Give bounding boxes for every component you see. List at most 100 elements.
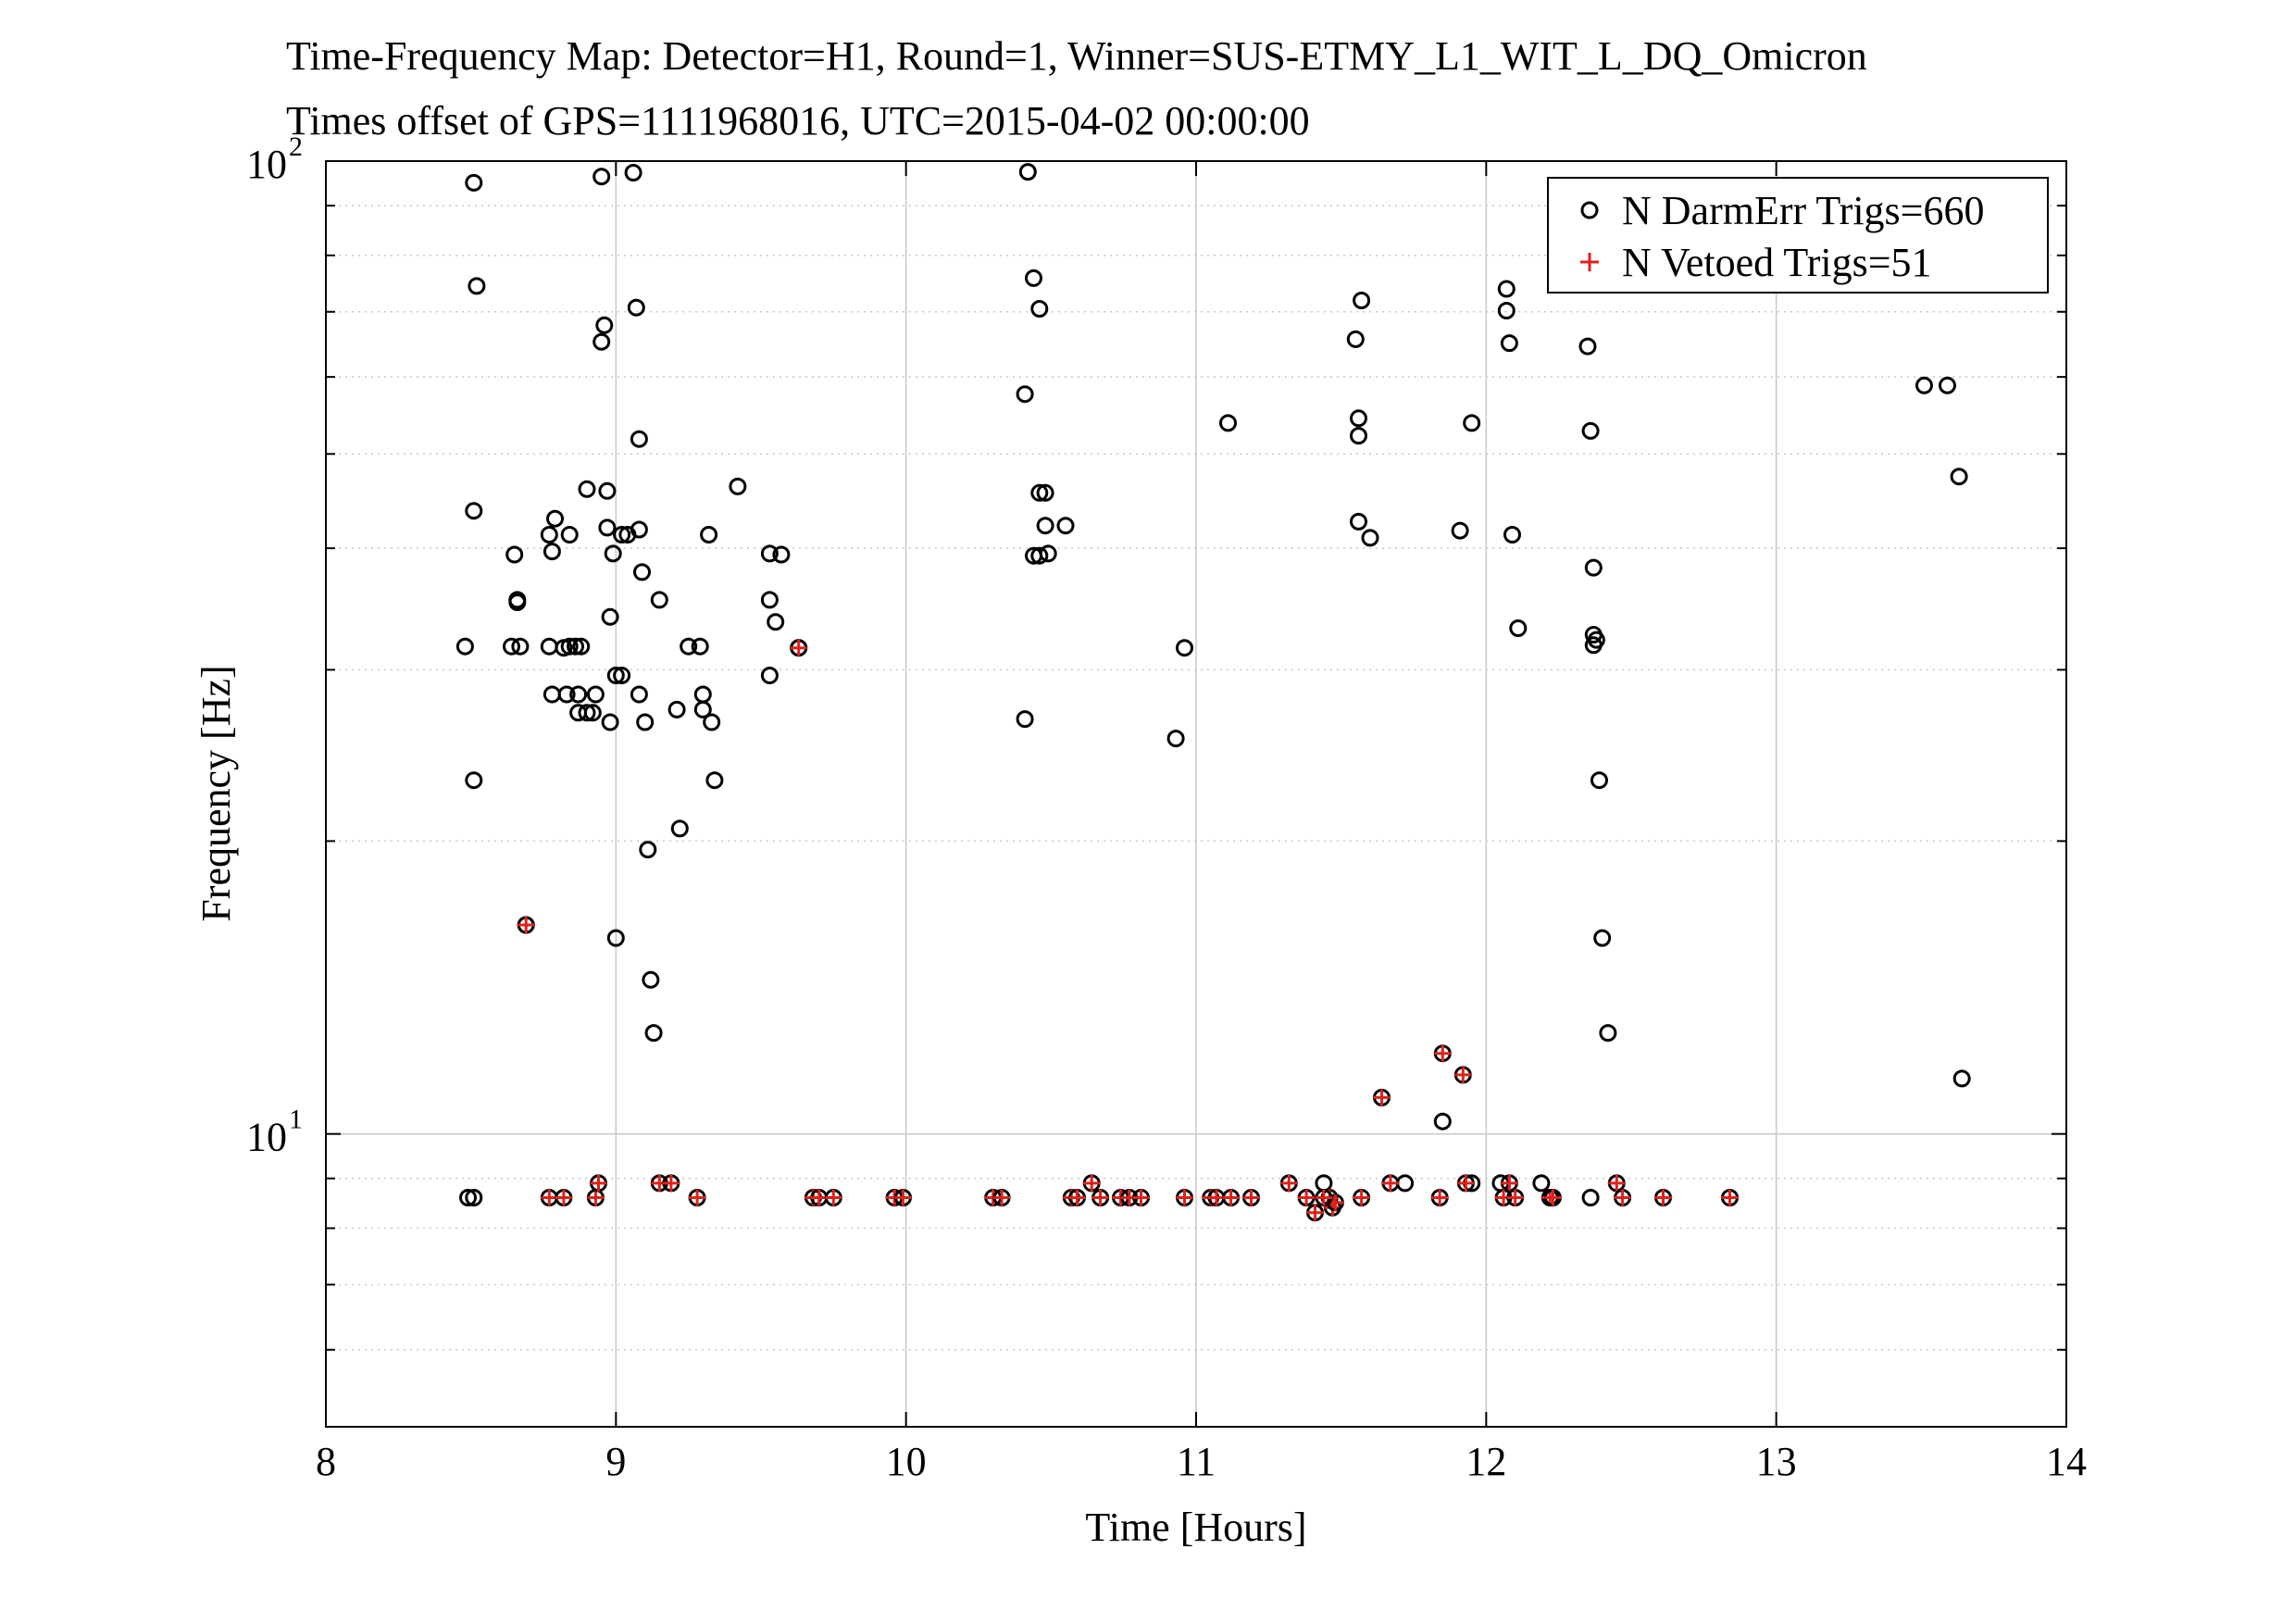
darm-trigger-point (1176, 639, 1193, 657)
darm-trigger-point (1036, 517, 1054, 535)
darm-trigger-point (606, 667, 625, 684)
darm-trigger-point (503, 637, 520, 656)
vetoed-trigger-point (517, 916, 535, 934)
darm-trigger-point (465, 173, 483, 192)
legend-darm-label: N DarmErr Trigs=660 (1622, 188, 1985, 233)
darm-trigger-point (455, 637, 474, 656)
darm-trigger-point (1590, 771, 1608, 790)
darm-trigger-point (1018, 163, 1037, 181)
vetoed-trigger-point (1297, 1189, 1316, 1206)
darm-trigger-point (1039, 544, 1057, 563)
darm-trigger-point (636, 713, 655, 731)
darm-trigger-point (557, 685, 576, 704)
darm-trigger-point (630, 520, 648, 539)
darm-trigger-point (543, 543, 561, 561)
darm-trigger-point (1036, 483, 1054, 502)
vetoed-trigger-point (590, 1174, 607, 1193)
darm-trigger-point (613, 526, 631, 543)
vetoed-trigger-point (688, 1189, 706, 1206)
darm-trigger-point (606, 929, 625, 947)
darm-trigger-point (595, 316, 614, 334)
darm-trigger-point (633, 563, 651, 581)
darm-trigger-point (667, 700, 686, 718)
darm-trigger-point (1219, 414, 1237, 432)
darm-trigger-point (700, 526, 718, 543)
darm-trigger-point (1915, 376, 1933, 394)
darm-trigger-point (1451, 521, 1469, 540)
darm-trigger-point (465, 771, 483, 790)
vetoed-trigger-point (1315, 1189, 1333, 1206)
x-axis: 8 9 10 11 12 13 14 (316, 161, 2087, 1484)
darm-trigger-point (598, 518, 617, 537)
vetoed-trigger-point (1500, 1174, 1518, 1193)
darm-trigger-point (1584, 636, 1603, 655)
darm-trigger-point (1030, 483, 1049, 502)
darm-trigger-point (1509, 619, 1528, 637)
darm-trigger-point (1584, 558, 1603, 577)
darm-trigger-point (1025, 269, 1042, 287)
vetoed-trigger-point (824, 1189, 842, 1206)
vetoed-trigger-point (1242, 1189, 1260, 1206)
darm-trigger-point (680, 637, 698, 656)
darm-trigger-point (505, 545, 524, 564)
darm-trigger-point (670, 819, 689, 838)
darm-trigger-point (1497, 302, 1515, 319)
vetoed-trigger-point (1279, 1174, 1298, 1193)
darm-trigger-point (560, 526, 579, 543)
darm-trigger-point (1500, 334, 1518, 353)
vetoed-trigger-point (1222, 1189, 1241, 1206)
x-tick-label: 8 (316, 1439, 336, 1484)
darm-trigger-point (630, 430, 648, 448)
darm-trigger-point (650, 591, 668, 609)
darm-trigger-point (642, 970, 660, 989)
vetoed-trigger-point (1453, 1066, 1472, 1084)
darm-trigger-point (1030, 300, 1049, 318)
vetoed-trigger-point (1091, 1189, 1110, 1206)
x-tick-label: 9 (605, 1439, 626, 1484)
vetoed-trigger-point (1654, 1189, 1672, 1206)
vetoed-trigger-point (1614, 1189, 1632, 1206)
darm-trigger-point (459, 1189, 477, 1206)
darm-trigger-point (1950, 468, 1968, 486)
chart-subtitle: Times offset of GPS=1111968016, UTC=2015… (286, 98, 1310, 144)
vetoed-trigger-point (1306, 1204, 1324, 1222)
vetoed-trigger-point (1132, 1189, 1150, 1206)
darm-trigger-point (1433, 1112, 1452, 1131)
darm-trigger-point (627, 298, 645, 317)
y-tick-label: 10 (246, 1115, 287, 1160)
vetoed-trigger-point (790, 639, 808, 657)
darm-trigger-point (1581, 1189, 1600, 1206)
legend-box (1547, 177, 2049, 294)
darm-trigger-point (578, 704, 596, 722)
darm-trigger-point (586, 685, 605, 704)
darm-trigger-point (569, 685, 588, 704)
darm-trigger-point (1578, 337, 1597, 356)
darm-trigger-point (468, 277, 486, 295)
darm-trigger-point (1532, 1174, 1551, 1193)
darm-trigger-point (1350, 427, 1367, 445)
darm-trigger-point (1030, 546, 1049, 565)
darm-trigger-point (644, 1024, 663, 1043)
darm-trigger-point (729, 477, 747, 495)
x-tick-label: 10 (886, 1439, 927, 1484)
vetoed-trigger-point (894, 1189, 912, 1206)
darm-trigger-point (760, 544, 779, 563)
darm-trigger-point (465, 502, 483, 520)
vetoed-trigger-point (1068, 1189, 1086, 1206)
legend: N DarmErr Trigs=660 N Vetoed Trigs=51 (1547, 177, 2049, 294)
darm-trigger-point (1361, 529, 1379, 547)
vetoed-trigger-point (1607, 1174, 1626, 1193)
x-axis-label: Time [Hours] (1085, 1505, 1306, 1550)
darm-trigger-point (511, 637, 530, 656)
darm-trigger-point (465, 1189, 483, 1206)
chart-title: Time-Frequency Map: Detector=H1, Round=1… (286, 33, 1867, 79)
darm-trigger-point (1016, 385, 1034, 404)
vetoed-trigger-point (586, 1189, 605, 1206)
darm-trigger-point (1350, 512, 1367, 531)
darm-trigger-point (691, 637, 709, 656)
darm-trigger-point (540, 526, 558, 543)
vetoed-trigger-point (1381, 1174, 1400, 1193)
x-tick-label: 12 (1466, 1439, 1506, 1484)
vetoed-trigger-point (1543, 1189, 1562, 1206)
